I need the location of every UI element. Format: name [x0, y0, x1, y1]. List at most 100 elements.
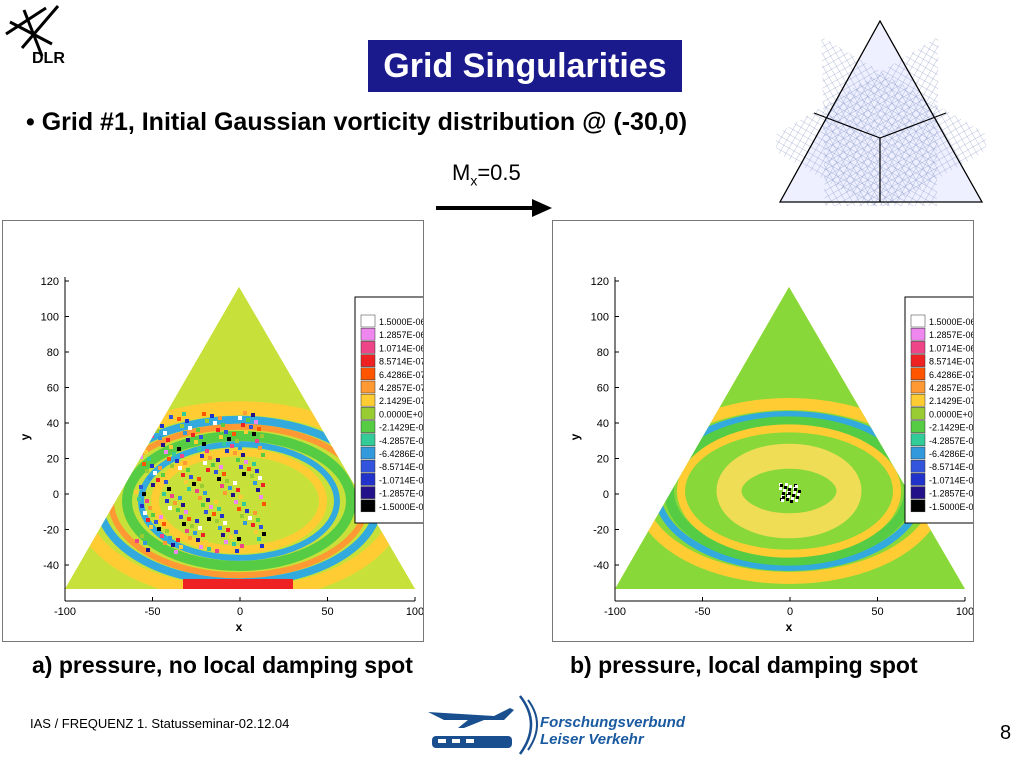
- noise-cell: [221, 423, 225, 427]
- noise-cell: [178, 496, 182, 500]
- noise-cell: [250, 474, 254, 478]
- noise-cell: [163, 431, 167, 435]
- legend-swatch: [910, 393, 926, 407]
- triangle-grid-diagram: [734, 0, 1024, 245]
- noise-cell: [229, 535, 233, 539]
- x-tick-label: 100: [406, 606, 423, 618]
- noise-cell: [792, 494, 795, 497]
- dlr-logo: [2, 0, 82, 70]
- noise-cell: [146, 518, 150, 522]
- x-tick-label: 100: [956, 606, 973, 618]
- legend-swatch: [910, 473, 926, 486]
- noise-cell: [224, 430, 228, 434]
- noise-cell: [243, 411, 247, 415]
- noise-cell: [217, 477, 221, 481]
- legend-swatch: [360, 393, 376, 407]
- noise-cell: [171, 543, 175, 547]
- noise-cell: [150, 464, 154, 468]
- noise-cell: [239, 495, 243, 499]
- noise-cell: [259, 495, 263, 499]
- noise-cell: [211, 463, 215, 467]
- noise-cell: [197, 477, 201, 481]
- noise-cell: [200, 454, 204, 458]
- noise-cell: [236, 488, 240, 492]
- noise-cell: [258, 446, 262, 450]
- noise-cell: [234, 500, 238, 504]
- noise-cell: [199, 435, 203, 439]
- noise-cell: [205, 449, 209, 453]
- x-tick-label: -100: [604, 606, 626, 618]
- noise-cell: [782, 492, 785, 495]
- noise-cell: [222, 442, 226, 446]
- noise-cell: [795, 499, 798, 502]
- legend-label: 4.2857E-07: [929, 383, 973, 393]
- noise-cell: [137, 497, 141, 501]
- noise-cell: [261, 453, 265, 457]
- noise-cell: [161, 473, 165, 477]
- legend-swatch: [910, 459, 926, 473]
- noise-cell: [155, 429, 159, 433]
- noise-cell: [141, 413, 145, 417]
- legend-swatch: [910, 314, 926, 328]
- noise-cell: [160, 534, 164, 538]
- legend-label: -1.0714E-06: [929, 475, 973, 485]
- noise-cell: [233, 481, 237, 485]
- noise-cell: [218, 416, 222, 420]
- legend-label: 1.5000E-06: [379, 317, 423, 327]
- noise-cell: [260, 434, 264, 438]
- noise-cell: [188, 426, 192, 430]
- x-tick-label: 50: [321, 606, 333, 618]
- noise-cell: [237, 507, 241, 511]
- noise-cell: [182, 412, 186, 416]
- noise-cell: [225, 479, 229, 483]
- legend-swatch: [910, 354, 926, 367]
- noise-cell: [254, 530, 258, 534]
- partner-logo-text: Forschungsverbund Leiser Verkehr: [540, 714, 685, 748]
- noise-cell: [152, 422, 156, 426]
- noise-cell: [184, 480, 188, 484]
- noise-cell: [251, 413, 255, 417]
- y-tick-label: 100: [591, 312, 609, 324]
- noise-cell: [193, 531, 197, 535]
- legend-label: 8.5714E-07: [929, 357, 973, 367]
- noise-cell: [167, 487, 171, 491]
- legend-swatch: [360, 459, 376, 473]
- noise-cell: [180, 454, 184, 458]
- noise-cell: [219, 435, 223, 439]
- caption-a: a) pressure, no local damping spot: [32, 652, 413, 678]
- noise-cell: [184, 510, 188, 514]
- noise-cell: [158, 466, 162, 470]
- legend-swatch: [910, 407, 926, 420]
- noise-cell: [166, 438, 170, 442]
- legend-swatch: [360, 327, 376, 341]
- noise-cell: [201, 533, 205, 537]
- noise-cell: [240, 544, 244, 548]
- noise-cell: [794, 488, 797, 491]
- noise-cell: [216, 458, 220, 462]
- legend-swatch: [910, 446, 926, 460]
- noise-cell: [186, 438, 190, 442]
- noise-cell: [795, 485, 798, 488]
- noise-cell: [156, 478, 160, 482]
- noise-cell: [133, 411, 137, 415]
- noise-cell: [190, 524, 194, 528]
- noise-cell: [235, 439, 239, 443]
- noise-cell: [255, 439, 259, 443]
- noise-cell: [135, 539, 139, 543]
- y-axis-label: y: [568, 433, 582, 440]
- noise-cell: [196, 538, 200, 542]
- noise-cell: [205, 419, 209, 423]
- noise-cell: [204, 540, 208, 544]
- noise-cell: [139, 485, 143, 489]
- noise-cell: [149, 415, 153, 419]
- noise-cell: [221, 533, 225, 537]
- noise-cell: [226, 528, 230, 532]
- noise-cell: [245, 509, 249, 513]
- legend-label: -6.4286E-07: [379, 449, 423, 459]
- noise-cell: [207, 547, 211, 551]
- legend-label: -2.1429E-07: [929, 423, 973, 433]
- noise-cell: [168, 536, 172, 540]
- noise-cell: [147, 427, 151, 431]
- noise-cell: [181, 473, 185, 477]
- noise-cell: [182, 522, 186, 526]
